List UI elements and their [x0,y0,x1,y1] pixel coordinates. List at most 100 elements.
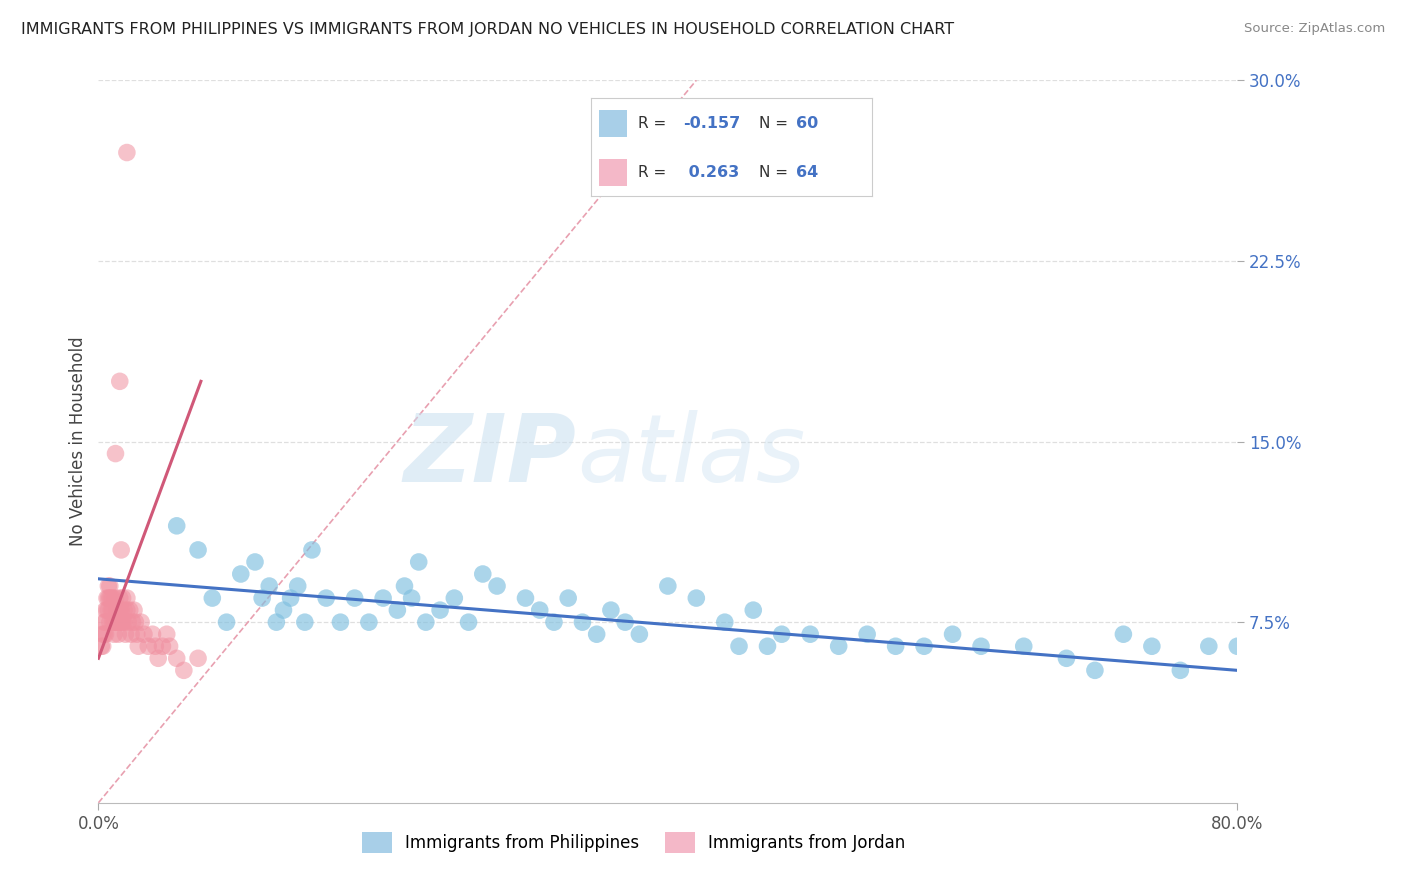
Point [110,542,132,557]
Text: -0.157: -0.157 [683,116,741,130]
Point [301,542,323,557]
Point [728,639,751,653]
Point [98,615,121,630]
Text: 0.263: 0.263 [683,165,740,179]
Point [115,591,138,605]
Point [98,579,121,593]
Point [105,603,128,617]
Legend: Immigrants from Philippines, Immigrants from Jordan: Immigrants from Philippines, Immigrants … [356,826,912,860]
Point [1012,639,1035,653]
Point [103,627,125,641]
Point [115,145,138,160]
Point [229,567,252,582]
Point [125,627,148,641]
Point [122,603,145,617]
Point [259,579,281,593]
Point [104,446,127,460]
Point [173,664,195,678]
Point [96,603,118,617]
Point [97,603,120,617]
Point [103,615,125,630]
Point [215,615,238,630]
Point [93,615,115,630]
Point [912,639,935,653]
Point [543,615,565,630]
Point [132,627,155,641]
Point [101,603,124,617]
Point [373,591,395,605]
Point [250,591,273,605]
Point [486,579,509,593]
Point [343,591,366,605]
Point [129,615,152,630]
Point [93,627,115,641]
Point [457,615,479,630]
Point [104,591,127,605]
Point [201,591,224,605]
Point [115,603,138,617]
Point [1170,664,1192,678]
Point [287,579,309,593]
Point [243,555,266,569]
Point [166,518,188,533]
Point [315,591,337,605]
Point [108,603,131,617]
Point [942,627,965,641]
Text: R =: R = [638,165,672,179]
Point [111,615,134,630]
Point [187,542,209,557]
Point [124,615,146,630]
Point [127,639,149,653]
Point [118,603,141,617]
Text: N =: N = [759,165,793,179]
Point [101,591,124,605]
Point [1084,664,1107,678]
Point [408,555,430,569]
Point [94,603,117,617]
Text: Source: ZipAtlas.com: Source: ZipAtlas.com [1244,22,1385,36]
Point [156,627,179,641]
Point [828,639,851,653]
Point [94,615,117,630]
Point [799,627,821,641]
Point [970,639,993,653]
Point [108,374,131,388]
Point [294,615,316,630]
Point [685,591,707,605]
Point [136,639,159,653]
Point [101,615,124,630]
Text: N =: N = [759,116,793,130]
Point [387,603,409,617]
Point [152,639,174,653]
Point [394,579,416,593]
Point [114,627,136,641]
Point [714,615,737,630]
Point [585,627,607,641]
Point [91,627,114,641]
Point [557,591,579,605]
Point [415,615,437,630]
Point [120,627,142,641]
Point [107,627,129,641]
Point [100,603,122,617]
Text: IMMIGRANTS FROM PHILIPPINES VS IMMIGRANTS FROM JORDAN NO VEHICLES IN HOUSEHOLD C: IMMIGRANTS FROM PHILIPPINES VS IMMIGRANT… [21,22,955,37]
Point [104,615,127,630]
Point [107,615,129,630]
Point [100,591,122,605]
Point [111,591,134,605]
Point [628,627,651,641]
Point [1056,651,1078,665]
Point [266,615,288,630]
Point [145,639,167,653]
Point [657,579,679,593]
Point [742,603,765,617]
Point [166,651,188,665]
Point [91,639,114,653]
Point [1226,639,1249,653]
Point [856,627,879,641]
Point [96,591,118,605]
Text: 64: 64 [796,165,818,179]
Point [1198,639,1220,653]
Point [429,603,451,617]
Point [97,579,120,593]
